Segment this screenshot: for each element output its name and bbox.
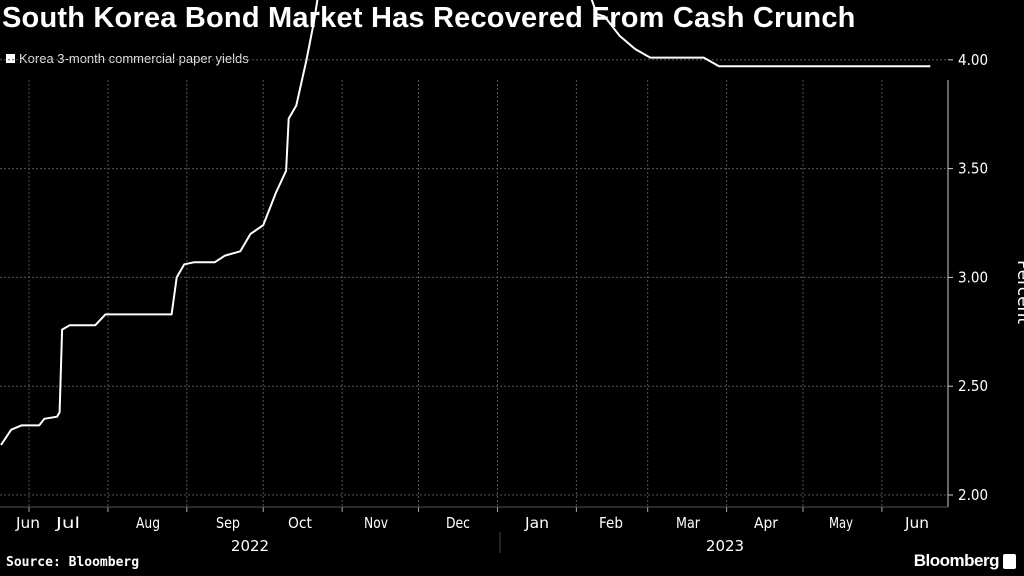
- x-tick-label: Jan: [524, 514, 549, 532]
- source-note: Source: Bloomberg: [6, 555, 140, 570]
- y-tick-label: 2.00: [958, 486, 988, 504]
- x-tick-label: Jun: [904, 514, 929, 532]
- legend-swatch: [6, 54, 15, 63]
- bloomberg-logo: Bloomberg: [914, 551, 1016, 571]
- bloomberg-icon: [1003, 553, 1016, 569]
- y-tick-label: 4.00: [958, 51, 988, 69]
- y-axis-label: Percent: [1013, 260, 1024, 324]
- series-line: [0, 0, 931, 446]
- x-tick-label: Jun: [15, 514, 40, 532]
- chart-title: South Korea Bond Market Has Recovered Fr…: [2, 2, 856, 34]
- x-tick-label: Sep: [216, 514, 240, 532]
- x-tick-label: Jul: [55, 514, 80, 532]
- x-tick-label: Apr: [754, 514, 779, 532]
- brand-text: Bloomberg: [913, 551, 1000, 570]
- legend: Korea 3-month commercial paper yields: [6, 51, 249, 66]
- legend-label: Korea 3-month commercial paper yields: [19, 51, 249, 66]
- year-label: 2023: [706, 537, 744, 555]
- x-tick-label: Dec: [446, 514, 470, 532]
- y-tick-label: 3.00: [958, 268, 988, 286]
- year-label: 2022: [231, 537, 269, 555]
- y-tick-label: 3.50: [958, 160, 988, 178]
- x-tick-label: Nov: [364, 514, 388, 532]
- x-tick-label: Aug: [136, 514, 160, 532]
- x-tick-label: Feb: [599, 514, 623, 532]
- x-tick-label: Oct: [288, 514, 312, 532]
- y-tick-label: 2.50: [958, 377, 988, 395]
- x-tick-label: Mar: [676, 514, 701, 532]
- x-tick-label: May: [829, 514, 853, 532]
